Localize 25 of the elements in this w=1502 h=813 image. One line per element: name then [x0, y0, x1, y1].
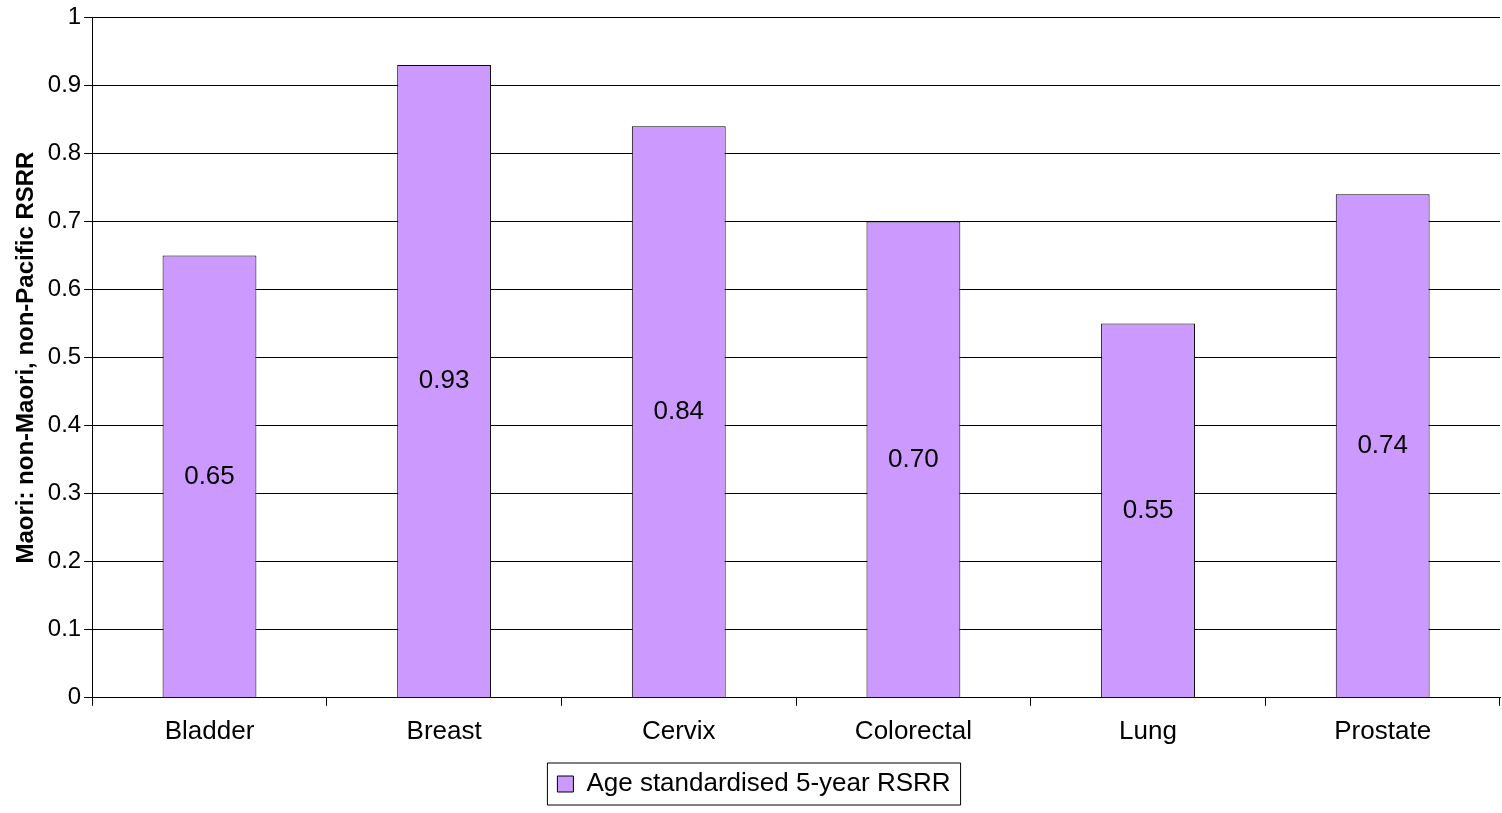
- x-tick-label: Breast: [406, 714, 483, 745]
- x-tick-label: Lung: [1119, 714, 1177, 745]
- legend-label: Age standardised 5-year RSRR: [586, 767, 951, 798]
- y-axis-title: Maori: non-Maori, non-Pacific RSRR: [11, 151, 39, 564]
- y-tick-label: 0.5: [47, 342, 82, 370]
- y-tick-label: 0.6: [47, 274, 82, 302]
- y-tick-label: 0.3: [47, 478, 82, 506]
- data-label: 0.84: [653, 394, 705, 425]
- x-tick-label: Cervix: [641, 714, 716, 745]
- y-tick-label: 0.4: [47, 410, 82, 438]
- data-label: 0.74: [1357, 428, 1408, 459]
- y-tick-label: 0.1: [47, 614, 82, 642]
- y-tick-label: 1: [67, 2, 82, 30]
- y-tick-label: 0.8: [47, 138, 82, 166]
- x-tick-label: Colorectal: [854, 714, 972, 745]
- x-tick-label: Prostate: [1334, 714, 1432, 745]
- y-tick-label: 0.9: [47, 70, 82, 98]
- data-label: 0.70: [888, 442, 939, 473]
- data-label: 0.65: [184, 459, 235, 490]
- data-label: 0.55: [1122, 493, 1174, 524]
- x-tick-label: Bladder: [164, 714, 255, 745]
- y-tick-label: 0: [67, 682, 82, 710]
- y-tick-label: 0.2: [47, 546, 82, 574]
- data-label: 0.93: [418, 364, 470, 395]
- y-tick-label: 0.7: [47, 206, 82, 234]
